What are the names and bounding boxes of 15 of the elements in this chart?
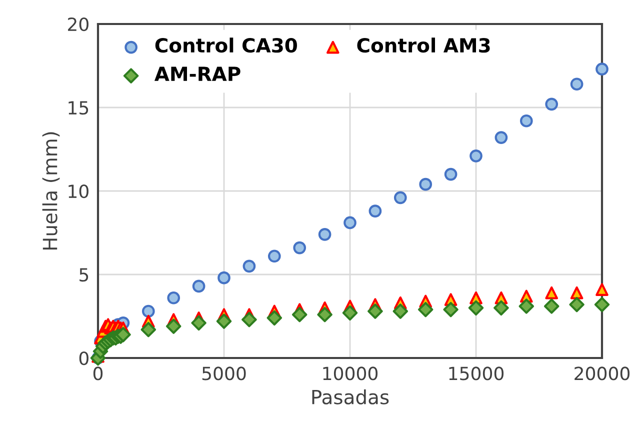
legend-label: Control CA30 [155,38,297,53]
x-axis-title: Pasadas [312,389,389,404]
x-tick-label: 5000 [202,366,246,380]
y-tick-label: 20 [68,17,88,32]
x-tick-label: 0 [93,366,103,380]
y-tick-label: 5 [80,268,88,282]
x-tick-label: 10000 [323,366,378,380]
legend-label: Control AM3 [357,38,490,53]
legend-label: AM-RAP [154,66,240,81]
y-axis-title: Huella (mm) [42,132,60,250]
y-tick-label: 15 [68,101,88,115]
x-tick-label: 15000 [449,366,504,380]
x-tick-label: 20000 [574,366,630,380]
y-tick-label: 10 [68,184,88,198]
y-tick-label: 0 [79,351,88,366]
